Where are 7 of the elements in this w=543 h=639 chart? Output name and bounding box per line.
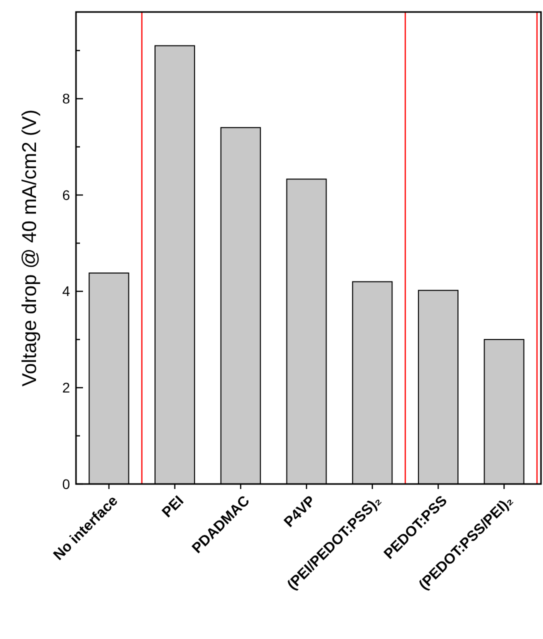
y-tick-label: 8 [62,90,70,107]
x-tick-label: PEI [159,493,188,521]
y-tick-label: 6 [62,186,70,203]
y-tick-label: 0 [62,476,70,492]
y-tick-label: 4 [62,283,70,300]
y-axis-title: Voltage drop @ 40 mA/cm2 (V) [19,109,41,387]
y-tick-label: 2 [62,380,70,396]
